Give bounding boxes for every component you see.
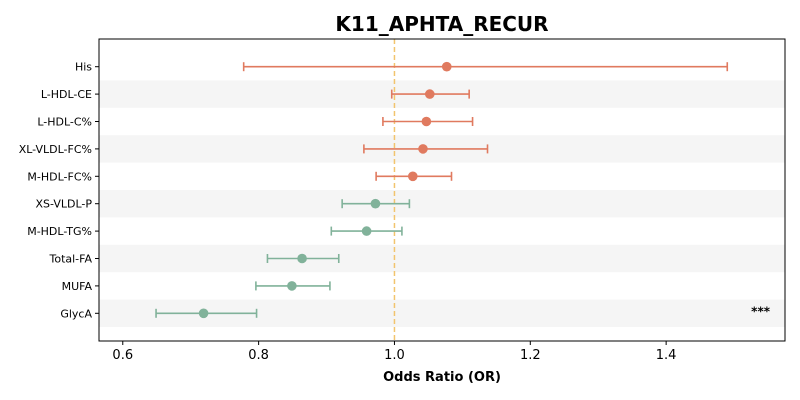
point-estimate bbox=[441, 61, 452, 72]
y-tick-label: L-HDL-CE bbox=[41, 88, 92, 101]
x-axis-label: Odds Ratio (OR) bbox=[383, 370, 501, 385]
y-tick-label: GlycA bbox=[60, 307, 92, 320]
point-estimate bbox=[424, 89, 435, 99]
y-axis-ticks: His L-HDL-CE L-HDL-C% XL-VLDL-FC% M-HDL-FC% X… bbox=[19, 61, 99, 320]
point-estimate bbox=[370, 198, 381, 209]
point-estimate bbox=[421, 116, 432, 127]
x-tick-label: 1.4 bbox=[656, 348, 677, 363]
x-tick-label: 1.0 bbox=[384, 348, 405, 363]
point-estimate bbox=[418, 144, 428, 154]
chart-title: K11_APHTA_RECUR bbox=[335, 12, 548, 36]
axes bbox=[98, 38, 786, 342]
point-estimate bbox=[297, 253, 307, 264]
data-marks: *** bbox=[155, 61, 771, 319]
x-tick-label: 0.8 bbox=[248, 348, 269, 363]
y-tick-label: Total-FA bbox=[48, 253, 92, 266]
y-tick-label: XS-VLDL-P bbox=[35, 198, 92, 211]
x-tick-label: 0.6 bbox=[112, 348, 133, 363]
y-tick-label: M-HDL-TG% bbox=[27, 225, 92, 238]
y-tick-label: M-HDL-FC% bbox=[27, 170, 92, 183]
y-tick-label: MUFA bbox=[62, 280, 93, 293]
x-axis-ticks: 0.6 0.8 1.0 1.2 1.4 bbox=[112, 341, 676, 363]
y-tick-label: His bbox=[75, 61, 92, 74]
row-band bbox=[99, 190, 785, 218]
point-estimate bbox=[407, 171, 418, 182]
row-band bbox=[99, 244, 785, 273]
point-estimate bbox=[287, 281, 297, 291]
y-tick-label: L-HDL-C% bbox=[37, 116, 92, 129]
y-tick-label: XL-VLDL-FC% bbox=[19, 143, 92, 156]
x-tick-label: 1.2 bbox=[520, 348, 541, 363]
point-estimate bbox=[361, 226, 372, 236]
point-estimate bbox=[198, 308, 209, 319]
significance-label: *** bbox=[751, 304, 771, 318]
row-bands bbox=[99, 80, 785, 327]
plot-frame bbox=[98, 38, 786, 342]
